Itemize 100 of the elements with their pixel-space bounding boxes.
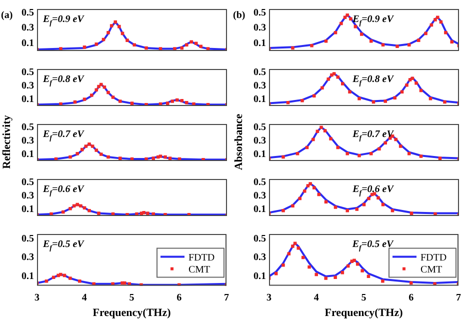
y-tick-label: 0.3 (22, 190, 34, 202)
point (324, 39, 328, 43)
point (372, 100, 376, 104)
point (80, 148, 84, 152)
point (291, 244, 294, 248)
point (301, 256, 305, 260)
point (320, 126, 323, 129)
point (306, 184, 310, 188)
point (355, 208, 359, 211)
point (376, 196, 380, 200)
x-tick-label: 3 (266, 292, 272, 304)
point (118, 156, 122, 160)
y-axis-title: Absorbance (232, 112, 246, 172)
legend-label: CMT (188, 264, 210, 276)
point (443, 100, 446, 104)
point (282, 263, 285, 267)
point (99, 82, 103, 86)
point (166, 102, 170, 105)
y-tick-label: 0.1 (254, 94, 266, 105)
point (164, 155, 167, 159)
point (173, 47, 176, 50)
point (340, 270, 344, 274)
point (146, 212, 150, 215)
y-tick-label: 0.1 (254, 38, 266, 49)
point (320, 86, 324, 90)
point (336, 75, 340, 79)
point (286, 101, 290, 104)
point (400, 90, 404, 94)
text: (b) (233, 10, 246, 21)
point (144, 46, 148, 50)
point (438, 156, 442, 160)
point (312, 94, 316, 98)
x-tick-label: 6 (176, 292, 182, 304)
point (381, 43, 385, 47)
point (97, 212, 100, 215)
point (409, 281, 413, 285)
point (132, 43, 136, 47)
point (444, 31, 448, 34)
point (324, 276, 328, 280)
point (298, 196, 302, 200)
point (106, 155, 110, 159)
y-axis-title: Reflectivity (0, 114, 14, 171)
point (414, 81, 418, 85)
point (428, 96, 432, 100)
point (302, 189, 306, 193)
point (398, 144, 402, 148)
point (52, 276, 56, 279)
x-axis-title: Frequency(THz) (92, 307, 172, 320)
point (152, 156, 156, 160)
point (177, 283, 181, 286)
point (170, 100, 174, 103)
x-tick-label: 6 (408, 292, 414, 304)
point (312, 138, 315, 142)
point (346, 13, 350, 17)
point (424, 32, 428, 36)
point (120, 32, 124, 36)
y-tick-label: 0.5 (254, 176, 266, 188)
y-tick-label: 0.1 (22, 148, 34, 160)
point (419, 88, 423, 92)
point (79, 204, 82, 208)
point (332, 72, 336, 76)
x-tick-label: 7 (224, 292, 229, 304)
point (114, 20, 118, 24)
point (316, 130, 320, 134)
point (282, 208, 285, 212)
point (305, 146, 309, 150)
point (450, 40, 454, 44)
y-tick-label: 0.5 (254, 66, 266, 78)
point (407, 43, 411, 47)
y-tick-label: 0.3 (22, 22, 34, 34)
point (360, 269, 364, 272)
point (308, 182, 312, 186)
point (84, 144, 88, 148)
point (111, 96, 115, 99)
point (88, 142, 91, 146)
point (314, 272, 318, 276)
y-tick-label: 0.3 (22, 252, 34, 264)
point (194, 42, 198, 45)
point (340, 82, 344, 86)
point (158, 47, 162, 50)
point (82, 98, 86, 101)
point (334, 276, 337, 279)
point (73, 100, 77, 104)
x-tick-label: 3 (34, 292, 40, 304)
y-tick-label: 0.5 (254, 233, 266, 244)
point (68, 206, 72, 210)
point (62, 274, 66, 278)
point (90, 94, 94, 97)
point (206, 47, 210, 50)
point (419, 154, 423, 158)
x-tick-label: 5 (129, 292, 134, 304)
point (349, 17, 352, 21)
y-tick-label: 0.1 (254, 148, 266, 160)
y-tick-label: 0.1 (22, 204, 34, 215)
x-tick-label: 4 (82, 292, 87, 304)
point (102, 86, 106, 89)
point (340, 22, 343, 26)
point (78, 279, 82, 283)
point (291, 46, 294, 50)
point (384, 141, 388, 144)
